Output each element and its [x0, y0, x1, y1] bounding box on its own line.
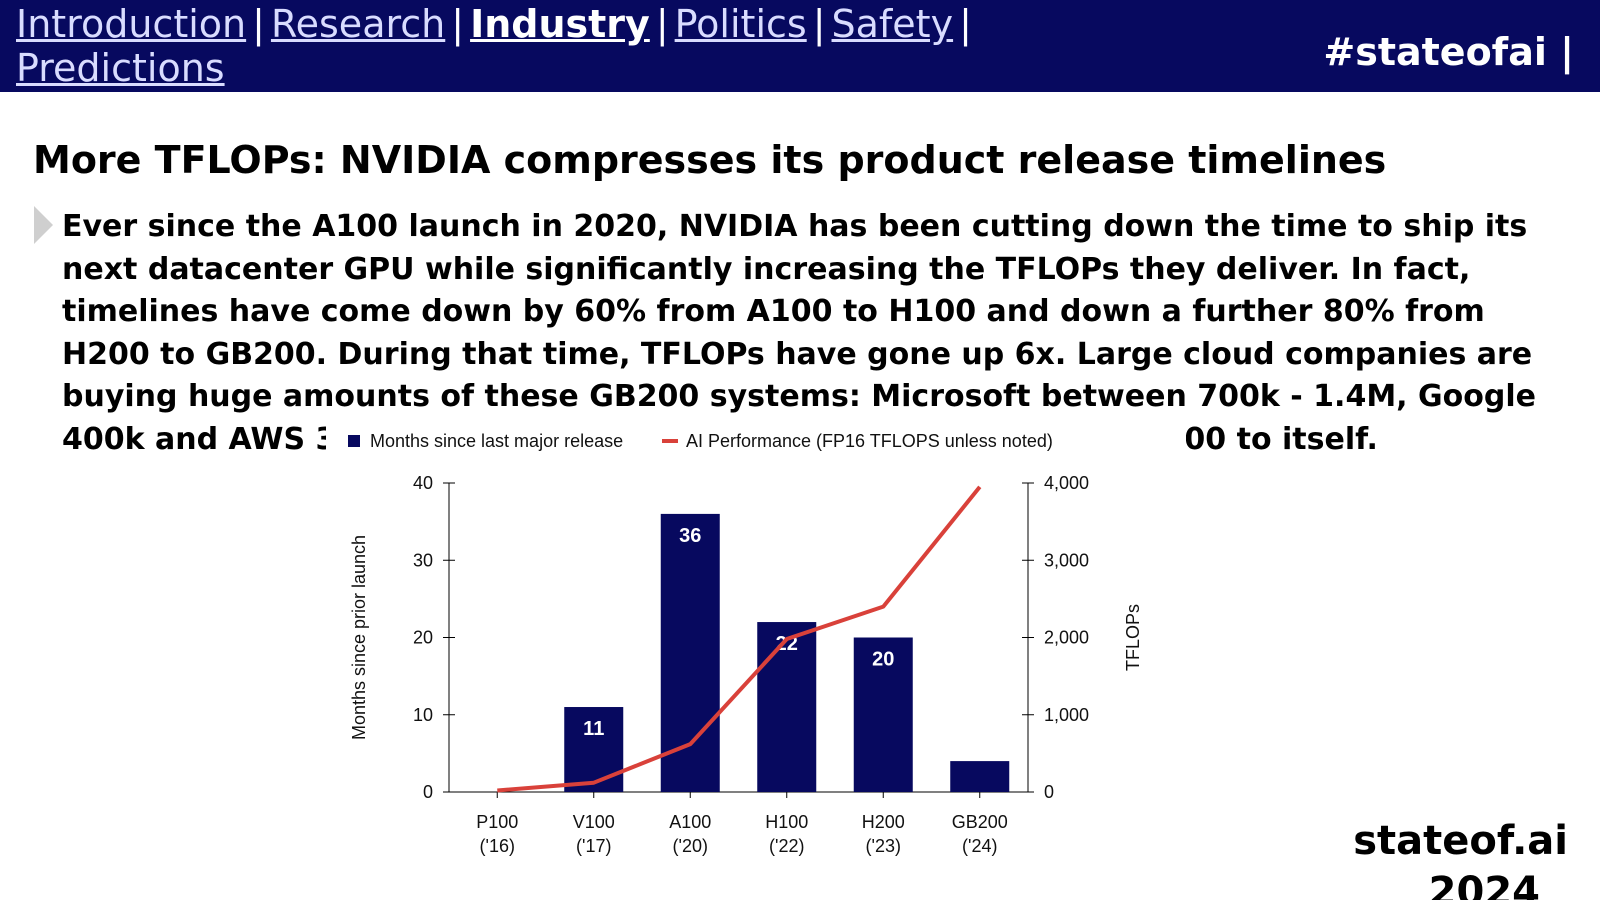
- x-tick-label-year: ('17): [576, 836, 611, 856]
- bar-value-label: 11: [583, 718, 604, 740]
- y-tick-label-right: 3,000: [1044, 550, 1089, 570]
- bar-value-label: 20: [872, 649, 894, 671]
- x-tick-label-year: ('23): [866, 836, 901, 856]
- y-tick-label-right: 4,000: [1044, 473, 1089, 493]
- bar-5: [950, 761, 1010, 792]
- bar-1: [564, 707, 624, 792]
- y-tick-label-left: 30: [413, 550, 433, 570]
- legend-label-months: Months since last major release: [370, 431, 623, 451]
- x-tick-label: H200: [862, 812, 905, 832]
- top-nav-bar: Introduction | Research | Industry | Politics |…: [0, 0, 1600, 92]
- nav-link-introduction[interactable]: Introduction: [16, 2, 247, 46]
- hashtag-label: #stateofai |: [1323, 30, 1574, 74]
- bullet-arrow-icon: [34, 206, 53, 244]
- y-tick-label-right: 2,000: [1044, 628, 1089, 648]
- nav-separator: |: [959, 2, 972, 46]
- y-axis-title-left: Months since prior launch: [349, 535, 369, 740]
- performance-line: [497, 485, 982, 793]
- x-tick-label: P100: [476, 812, 518, 832]
- y-axis-title-right: TFLOPs: [1123, 604, 1143, 671]
- nav-separator: |: [252, 2, 265, 46]
- y-tick-label-left: 40: [413, 473, 433, 493]
- x-tick-label: A100: [669, 812, 711, 832]
- nav-link-safety[interactable]: Safety: [831, 2, 954, 46]
- chart-svg: Months since last major release AI Perfor…: [348, 431, 1143, 856]
- x-tick-label-year: ('24): [962, 836, 997, 856]
- y-tick-label-right: 1,000: [1044, 705, 1089, 725]
- y-tick-label-left: 20: [413, 628, 433, 648]
- bar-3: [757, 622, 817, 792]
- nav-separator: |: [451, 2, 465, 46]
- legend-swatch-months: [348, 435, 360, 447]
- footer-year: 2024: [1428, 872, 1540, 900]
- x-tick-label-year: ('20): [673, 836, 708, 856]
- bar-4: [853, 637, 913, 792]
- x-tick-label-year: ('22): [769, 836, 804, 856]
- x-tick-label: H100: [765, 812, 808, 832]
- slide-title: More TFLOPs: NVIDIA compresses its produ…: [33, 138, 1387, 182]
- y-tick-label-right: 0: [1044, 782, 1054, 802]
- nav-link-industry[interactable]: Industry: [470, 2, 650, 46]
- y-tick-label-left: 10: [413, 705, 433, 725]
- release-timeline-chart: Months since last major release AI Perfor…: [326, 418, 1186, 878]
- bar-value-label: 36: [679, 525, 701, 547]
- legend-label-performance: AI Performance (FP16 TFLOPS unless noted…: [686, 431, 1053, 451]
- nav-separator: |: [655, 2, 669, 46]
- x-tick-label: V100: [573, 812, 615, 832]
- nav-link-politics[interactable]: Politics: [674, 2, 807, 46]
- x-tick-label: GB200: [952, 812, 1008, 832]
- nav-separator: |: [812, 2, 826, 46]
- x-tick-label-year: ('16): [480, 836, 515, 856]
- section-nav: Introduction | Research | Industry | Politics |…: [16, 2, 1076, 90]
- nav-link-research[interactable]: Research: [270, 2, 446, 46]
- y-tick-label-left: 0: [423, 782, 433, 802]
- footer-brand: stateof.ai: [1353, 818, 1568, 864]
- nav-link-predictions[interactable]: Predictions: [16, 46, 225, 90]
